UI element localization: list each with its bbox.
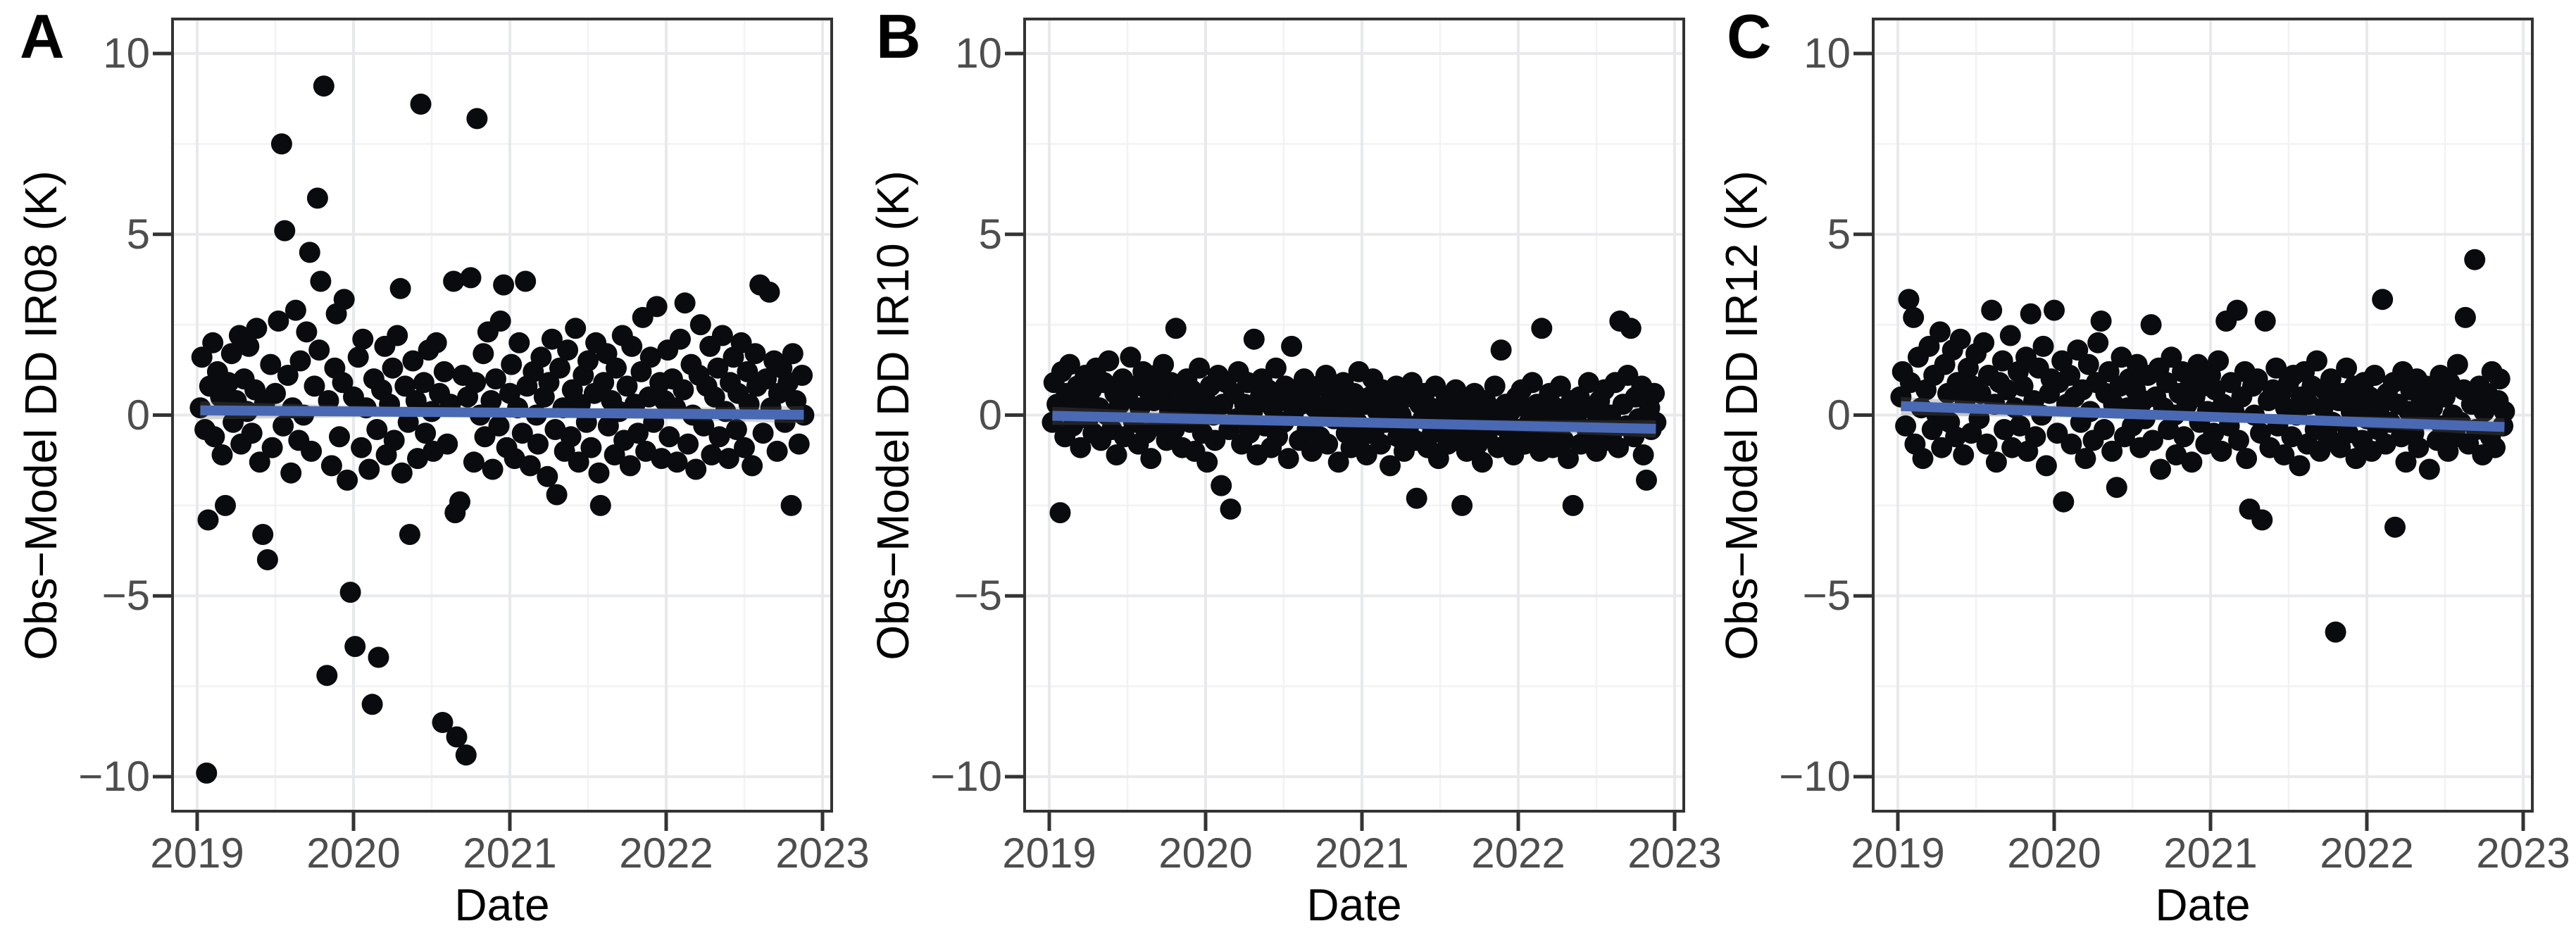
trend-line (1052, 411, 1656, 434)
panel-letter-a: A (20, 1, 65, 71)
scatter-points (189, 75, 815, 784)
x-tick-label: 2021 (463, 829, 557, 877)
trend-line (200, 405, 804, 420)
y-axis-title-a: Obs−Model DD IR08 (K) (15, 170, 66, 660)
y-tick-label: 5 (126, 210, 150, 258)
y-tick-label: 0 (1827, 391, 1851, 439)
x-axis-title-a: Date (454, 879, 550, 930)
panel-letter-c: C (1727, 1, 1772, 71)
y-tick-label: 5 (1827, 210, 1851, 258)
y-tick-label: −10 (1779, 753, 1851, 800)
trend-line (1901, 401, 2505, 432)
x-axis-title-c: Date (2155, 879, 2251, 930)
x-tick-label: 2023 (1627, 829, 1722, 877)
y-tick-label: 10 (1803, 30, 1851, 77)
y-tick-label: −5 (1802, 572, 1851, 620)
axis-ticks (153, 51, 825, 831)
panel-a (153, 18, 833, 831)
y-tick-label: 0 (126, 391, 150, 439)
panel-data (1042, 311, 1667, 524)
scatter-points (1890, 249, 2515, 643)
x-tick-label: 2022 (2320, 829, 2414, 877)
panel-data (1890, 249, 2515, 643)
panel-b (1005, 18, 1685, 831)
x-tick-label: 2023 (775, 829, 870, 877)
y-tick-label: 0 (978, 391, 1002, 439)
y-tick-label: −10 (78, 753, 150, 800)
x-tick-label: 2022 (1471, 829, 1565, 877)
x-tick-label: 2019 (150, 829, 244, 877)
x-tick-label: 2021 (1315, 829, 1409, 877)
x-tick-label: 2020 (1158, 829, 1253, 877)
y-axis-title-c: Obs−Model DD IR12 (K) (1716, 170, 1767, 660)
axis-ticks (1853, 51, 2525, 831)
y-tick-label: −5 (101, 572, 150, 620)
x-tick-label: 2023 (2476, 829, 2570, 877)
y-axis-title-b: Obs−Model DD IR10 (K) (868, 170, 918, 660)
panel-letter-b: B (876, 1, 921, 71)
y-tick-label: −5 (954, 572, 1002, 620)
x-axis-title-b: Date (1306, 879, 1402, 930)
y-tick-label: 5 (978, 210, 1002, 258)
panel-data (189, 75, 815, 784)
x-tick-label: 2021 (2163, 829, 2258, 877)
panel-c (1853, 18, 2534, 831)
x-tick-label: 2019 (1851, 829, 1945, 877)
y-tick-label: 10 (955, 30, 1002, 77)
x-tick-label: 2020 (306, 829, 401, 877)
scatter-points (1042, 311, 1667, 524)
x-tick-label: 2020 (2007, 829, 2101, 877)
x-tick-label: 2022 (619, 829, 713, 877)
x-tick-label: 2019 (1002, 829, 1096, 877)
y-tick-label: 10 (103, 30, 150, 77)
y-tick-label: −10 (930, 753, 1002, 800)
axis-ticks (1005, 51, 1677, 831)
